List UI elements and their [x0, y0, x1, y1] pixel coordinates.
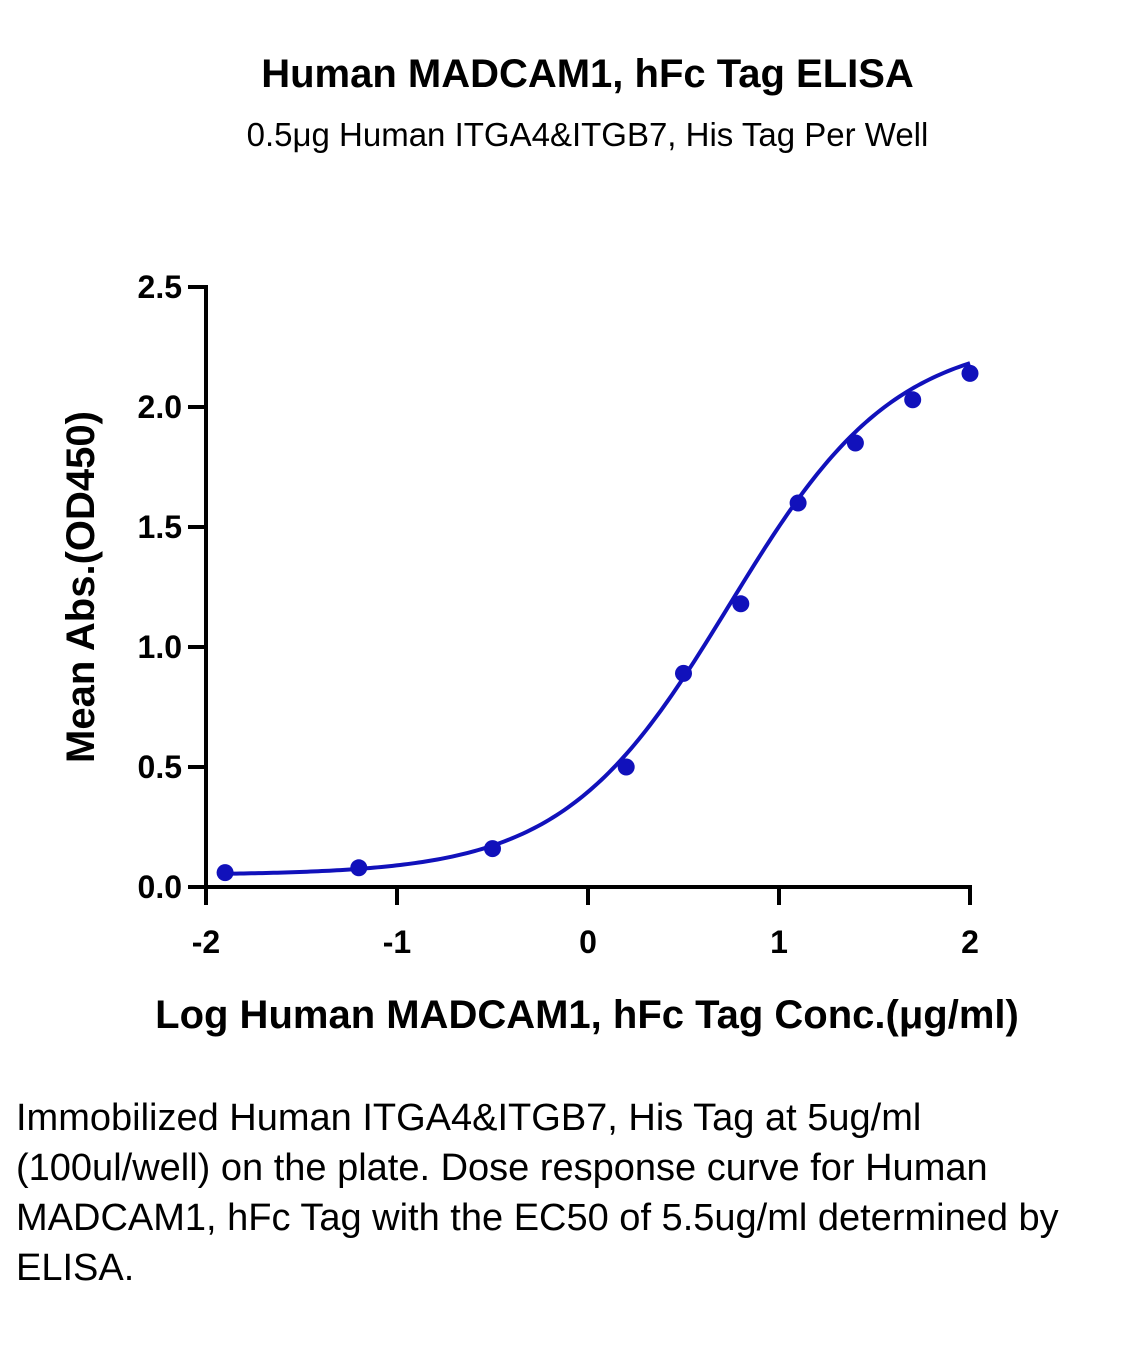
chart-subtitle: 0.5μg Human ITGA4&ITGB7, His Tag Per Wel…	[246, 116, 929, 153]
data-point	[350, 859, 368, 877]
y-tick-label: 2.0	[138, 389, 182, 425]
y-tick-label: 0.0	[138, 869, 182, 905]
x-tick-label: -2	[192, 924, 220, 960]
data-point	[846, 434, 864, 452]
data-point	[484, 840, 501, 858]
data-point	[732, 595, 750, 613]
chart-title: Human MADCAM1, hFc Tag ELISA	[261, 52, 914, 96]
data-point	[617, 758, 635, 776]
chart-plot: 0.0 0.5 1.0 1.5 2.0 2.5 -2 -1 0 1 2 Log Human MADC…	[59, 269, 1019, 1037]
figure-caption: Immobilized Human ITGA4&ITGB7, His Tag a…	[16, 1097, 1059, 1289]
data-point	[789, 494, 807, 512]
chart-axes: 0.0 0.5 1.0 1.5 2.0 2.5 -2 -1 0 1 2	[138, 269, 979, 960]
fit-curve-layer	[225, 361, 971, 876]
y-tick-label: 1.5	[138, 509, 182, 545]
y-tick-label: 2.5	[138, 269, 182, 305]
data-point	[904, 391, 922, 409]
x-tick-label: 1	[770, 924, 788, 960]
x-axis-title: Log Human MADCAM1, hFc Tag Conc.(μg/ml)	[155, 993, 1019, 1037]
x-tick-label: 2	[961, 924, 979, 960]
x-tick-label: -1	[383, 924, 411, 960]
y-tick-label: 0.5	[138, 749, 182, 785]
data-point	[216, 864, 234, 882]
data-point	[675, 664, 692, 682]
data-point	[961, 364, 979, 382]
data-points-layer	[216, 364, 979, 882]
y-axis-title: Mean Abs.(OD450)	[59, 411, 103, 763]
y-tick-label: 1.0	[138, 629, 182, 665]
fit-curve	[225, 361, 971, 876]
x-tick-label: 0	[579, 924, 597, 960]
